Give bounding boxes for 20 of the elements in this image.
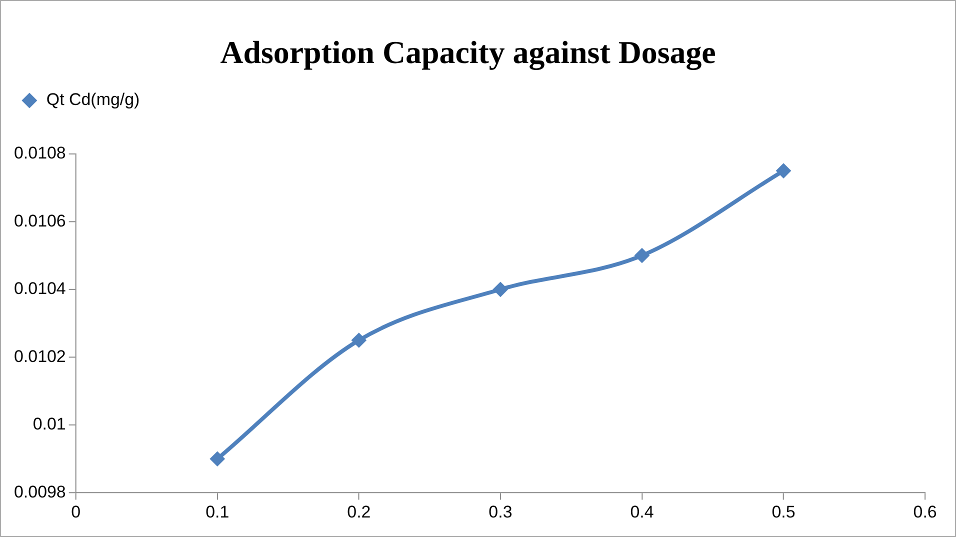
point [776, 163, 792, 178]
y-tick-label: 0.0098 [14, 482, 66, 502]
x-tick-label: 0.3 [488, 502, 512, 522]
x-tick-label: 0.6 [913, 502, 937, 522]
y-tick-label: 0.0104 [14, 279, 66, 298]
x-tick-label: 0.4 [630, 502, 654, 522]
x-tick-label: 0.5 [772, 502, 796, 522]
point [210, 451, 225, 466]
point [351, 332, 366, 348]
legend-label: Qt Cd(mg/g) [46, 90, 140, 110]
y-tick-label: 0.0108 [14, 144, 66, 162]
x-tick-label: 0.2 [347, 502, 371, 522]
point [492, 282, 508, 297]
y-tick-label: 0.0102 [14, 346, 66, 366]
x-tick-label: 0 [71, 502, 81, 522]
x-tick-label: 0.1 [206, 502, 230, 522]
y-tick-label: 0.01 [32, 414, 66, 434]
chart-title: Adsorption Capacity against Dosage [220, 35, 716, 72]
y-tick-label: 0.0106 [14, 211, 66, 230]
point [634, 248, 650, 263]
